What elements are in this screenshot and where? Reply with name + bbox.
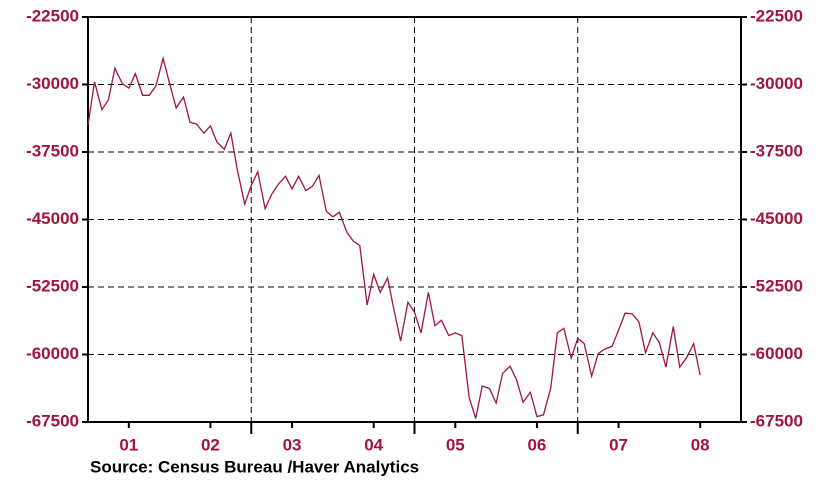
x-tick-label: 06 xyxy=(527,435,546,454)
y2-tick-label: -30000 xyxy=(750,74,803,93)
x-tick-label: 02 xyxy=(201,435,220,454)
y2-tick-label: -60000 xyxy=(750,344,803,363)
x-tick-label: 01 xyxy=(119,435,138,454)
data-line xyxy=(87,55,701,419)
y-tick-label: -52500 xyxy=(26,276,79,295)
y-tick-label: -22500 xyxy=(26,6,79,25)
y-tick-label: -37500 xyxy=(26,141,79,160)
source-note: Source: Census Bureau /Haver Analytics xyxy=(90,457,419,476)
y-tick-label: -30000 xyxy=(26,74,79,93)
y2-tick-label: -45000 xyxy=(750,209,803,228)
x-tick-label: 08 xyxy=(691,435,710,454)
y-tick-label: -45000 xyxy=(26,209,79,228)
x-tick-label: 04 xyxy=(364,435,383,454)
x-tick-label: 05 xyxy=(446,435,465,454)
x-tick-label: 07 xyxy=(609,435,628,454)
y2-tick-label: -22500 xyxy=(750,6,803,25)
y2-tick-label: -52500 xyxy=(750,276,803,295)
y2-tick-label: -37500 xyxy=(750,141,803,160)
y-tick-label: -60000 xyxy=(26,344,79,363)
y2-tick-label: -67500 xyxy=(750,411,803,430)
y-tick-label: -67500 xyxy=(26,411,79,430)
x-tick-label: 03 xyxy=(283,435,302,454)
